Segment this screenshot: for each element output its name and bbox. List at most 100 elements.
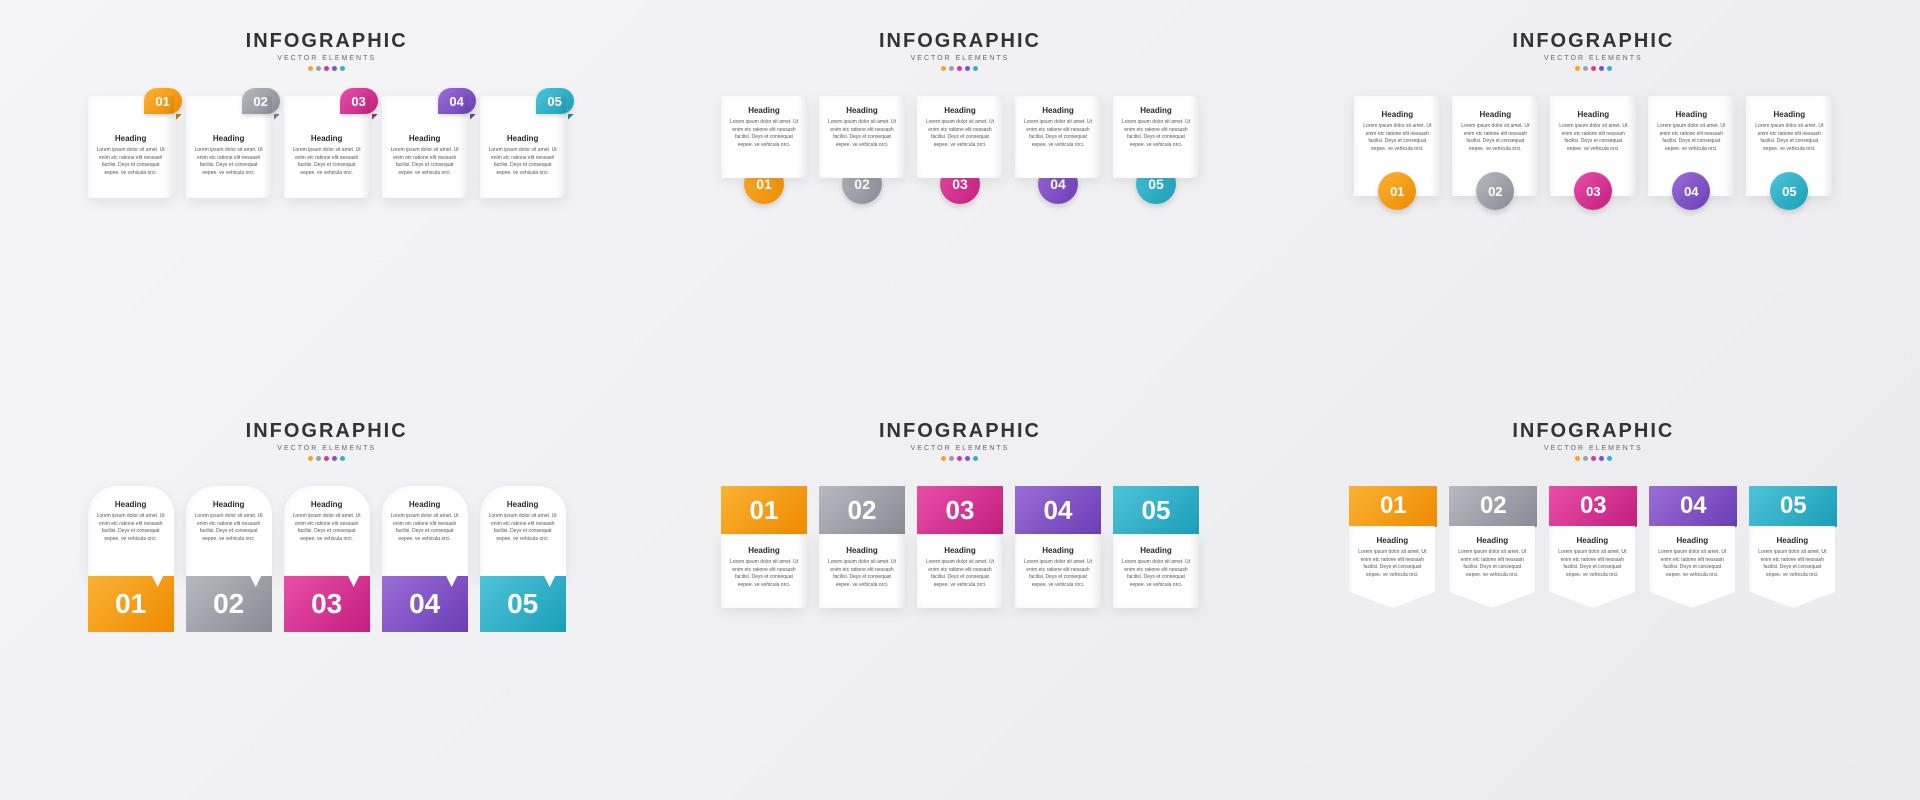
- card-body: Lorem ipsum dolor sit amet. Ut enim etc …: [827, 559, 897, 589]
- card-heading: Heading: [390, 134, 460, 143]
- palette-dot: [973, 66, 978, 71]
- palette-dot: [316, 66, 321, 71]
- card: HeadingLorem ipsum dolor sit amet. Ut en…: [1449, 526, 1535, 608]
- card: HeadingLorem ipsum dolor sit amet. Ut en…: [1349, 526, 1435, 608]
- card-body: Lorem ipsum dolor sit amet. Ut enim etc …: [729, 559, 799, 589]
- card-body: Lorem ipsum dolor sit amet. Ut enim etc …: [1121, 119, 1191, 149]
- number-block: 05: [1113, 486, 1199, 534]
- number-tab: 02: [242, 88, 280, 114]
- card-heading: Heading: [1457, 536, 1527, 545]
- title-block: INFOGRAPHIC VECTOR ELEMENTS: [246, 30, 408, 71]
- number-block: 04: [1649, 486, 1737, 526]
- card-heading: Heading: [1023, 106, 1093, 115]
- variant-5: INFOGRAPHIC VECTOR ELEMENTS 01HeadingLor…: [693, 420, 1226, 770]
- palette-dot: [308, 456, 313, 461]
- card: 02HeadingLorem ipsum dolor sit amet. Ut …: [186, 96, 272, 198]
- palette-dot: [941, 456, 946, 461]
- number-block: 04: [1015, 486, 1101, 534]
- card-heading: Heading: [827, 546, 897, 555]
- palette-dot: [1583, 456, 1588, 461]
- palette-dot: [965, 456, 970, 461]
- title-block: INFOGRAPHIC VECTOR ELEMENTS: [879, 420, 1041, 461]
- card-body: Lorem ipsum dolor sit amet. Ut enim etc …: [1357, 549, 1427, 579]
- card-row: Heading Lorem ipsum dolor sit amet. Ut en…: [60, 486, 593, 632]
- card-body: Lorem ipsum dolor sit amet. Ut enim etc …: [1757, 549, 1827, 579]
- palette-dot: [340, 456, 345, 461]
- palette-dot: [324, 456, 329, 461]
- card-row: 01HeadingLorem ipsum dolor sit amet. Ut …: [1327, 486, 1860, 608]
- card: Heading Lorem ipsum dolor sit amet. Ut en…: [819, 96, 905, 178]
- infographic-grid: INFOGRAPHIC VECTOR ELEMENTS 01HeadingLor…: [0, 0, 1920, 800]
- card-heading: Heading: [96, 134, 166, 143]
- palette-dot: [949, 456, 954, 461]
- card-body: Lorem ipsum dolor sit amet. Ut enim etc …: [194, 147, 264, 177]
- palette-dot: [332, 66, 337, 71]
- card: Heading Lorem ipsum dolor sit amet. Ut en…: [819, 534, 905, 608]
- number-block: 01: [88, 576, 174, 632]
- palette-dot: [308, 66, 313, 71]
- card-heading: Heading: [925, 106, 995, 115]
- palette-dot: [1607, 66, 1612, 71]
- card: Heading Lorem ipsum dolor sit amet. Ut en…: [917, 96, 1003, 178]
- number-block: 05: [480, 576, 566, 632]
- card-heading: Heading: [194, 134, 264, 143]
- card-body: Lorem ipsum dolor sit amet. Ut enim etc …: [488, 147, 558, 177]
- arrow-notch: [544, 575, 556, 587]
- subtitle: VECTOR ELEMENTS: [246, 445, 408, 452]
- dot-row: [246, 456, 408, 461]
- card: HeadingLorem ipsum dolor sit amet. Ut en…: [1549, 526, 1635, 608]
- card-body: Lorem ipsum dolor sit amet. Ut enim etc …: [827, 119, 897, 149]
- number-circle: 04: [1672, 172, 1710, 210]
- palette-dot: [1575, 66, 1580, 71]
- card-item: 05HeadingLorem ipsum dolor sit amet. Ut …: [1113, 486, 1199, 608]
- card: HeadingLorem ipsum dolor sit amet. Ut en…: [1749, 526, 1835, 608]
- card-body: Lorem ipsum dolor sit amet. Ut enim etc …: [96, 513, 166, 543]
- card-body: Lorem ipsum dolor sit amet. Ut enim etc …: [925, 119, 995, 149]
- variant-1: INFOGRAPHIC VECTOR ELEMENTS 01HeadingLor…: [60, 30, 593, 380]
- card: 03HeadingLorem ipsum dolor sit amet. Ut …: [284, 96, 370, 198]
- card-item: 01HeadingLorem ipsum dolor sit amet. Ut …: [721, 486, 807, 608]
- card-body: Lorem ipsum dolor sit amet. Ut enim etc …: [390, 513, 460, 543]
- card-heading: Heading: [488, 500, 558, 509]
- card-body: Lorem ipsum dolor sit amet. Ut enim etc …: [1656, 123, 1726, 153]
- number-block: 04: [382, 576, 468, 632]
- card-body: Lorem ipsum dolor sit amet. Ut enim etc …: [488, 513, 558, 543]
- card-body: Lorem ipsum dolor sit amet. Ut enim etc …: [194, 513, 264, 543]
- palette-dot: [965, 66, 970, 71]
- card-heading: Heading: [96, 500, 166, 509]
- card-row: 01HeadingLorem ipsum dolor sit amet. Ut …: [60, 96, 593, 198]
- subtitle: VECTOR ELEMENTS: [1512, 55, 1674, 62]
- variant-6: INFOGRAPHIC VECTOR ELEMENTS 01HeadingLor…: [1327, 420, 1860, 770]
- palette-dot: [957, 456, 962, 461]
- card-wrap: HeadingLorem ipsum dolor sit amet. Ut en…: [721, 96, 807, 204]
- card-row: Heading Lorem ipsum dolor sit amet. Ut en…: [693, 96, 1226, 204]
- card: HeadingLorem ipsum dolor sit amet. Ut en…: [1649, 526, 1735, 608]
- palette-dot: [1599, 66, 1604, 71]
- card: HeadingLorem ipsum dolor sit amet. Ut en…: [382, 486, 468, 578]
- card-body: Lorem ipsum dolor sit amet. Ut enim etc …: [1121, 559, 1191, 589]
- card-heading: Heading: [827, 106, 897, 115]
- palette-dot: [324, 66, 329, 71]
- card: HeadingLorem ipsum dolor sit amet. Ut en…: [284, 486, 370, 578]
- dot-row: [1512, 66, 1674, 71]
- card: 01HeadingLorem ipsum dolor sit amet. Ut …: [88, 96, 174, 198]
- card: HeadingLorem ipsum dolor sit amet. Ut en…: [1354, 96, 1440, 196]
- card-heading: Heading: [1121, 106, 1191, 115]
- variant-3: INFOGRAPHIC VECTOR ELEMENTS HeadingLorem…: [1327, 30, 1860, 380]
- palette-dot: [316, 456, 321, 461]
- card-item: 04HeadingLorem ipsum dolor sit amet. Ut …: [1649, 486, 1737, 608]
- card-body: Lorem ipsum dolor sit amet. Ut enim etc …: [292, 147, 362, 177]
- arrow-notch: [152, 575, 164, 587]
- card-heading: Heading: [1558, 110, 1628, 119]
- palette-dot: [1575, 456, 1580, 461]
- card-wrap: Heading Lorem ipsum dolor sit amet. Ut en…: [917, 96, 1003, 204]
- card: HeadingLorem ipsum dolor sit amet. Ut en…: [721, 96, 807, 178]
- card: HeadingLorem ipsum dolor sit amet. Ut en…: [1648, 96, 1734, 196]
- card-item: 03HeadingLorem ipsum dolor sit amet. Ut …: [1549, 486, 1637, 608]
- card: 04HeadingLorem ipsum dolor sit amet. Ut …: [382, 96, 468, 198]
- number-block: 05: [1749, 486, 1837, 526]
- number-tab: 05: [536, 88, 574, 114]
- number-block: 02: [819, 486, 905, 534]
- palette-dot: [1591, 456, 1596, 461]
- card-item: 04HeadingLorem ipsum dolor sit amet. Ut …: [1015, 486, 1101, 608]
